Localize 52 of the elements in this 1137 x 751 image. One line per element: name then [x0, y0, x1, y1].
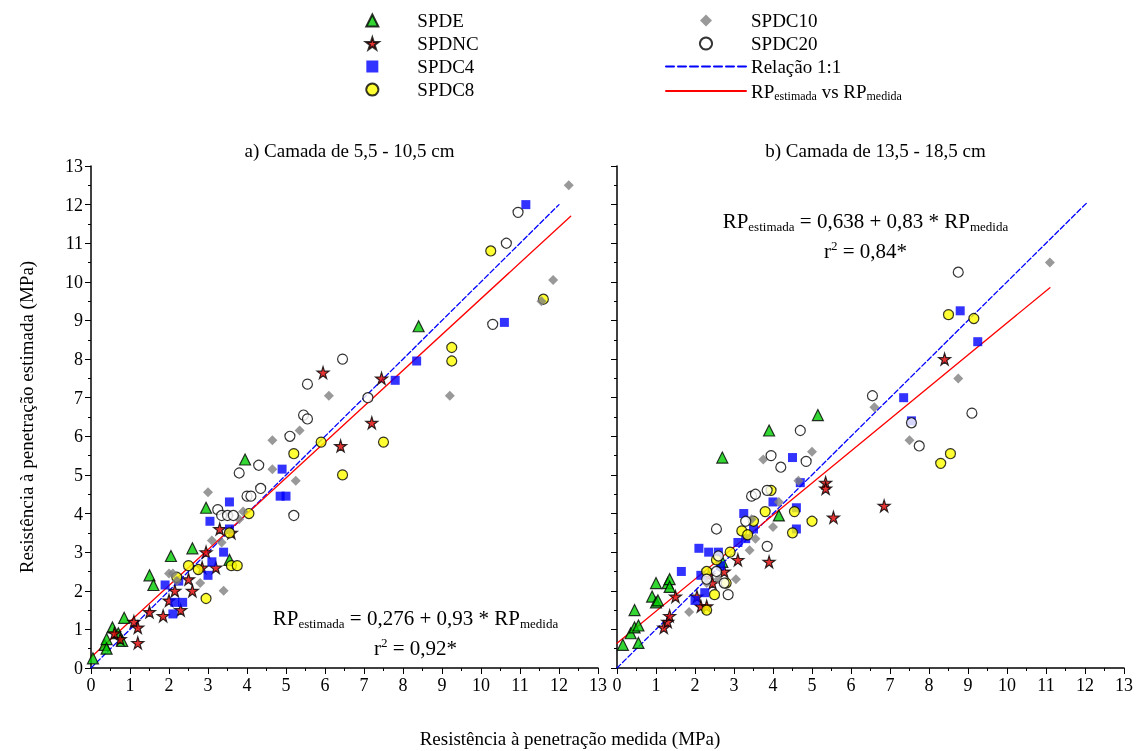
- x-tick-label: 6: [846, 675, 856, 695]
- y-tick-label: 6: [74, 426, 83, 447]
- x-tick-label: 13: [1115, 675, 1133, 695]
- x-tick-label: 5: [281, 675, 291, 695]
- x-axis-title: Resistência à penetração medida (MPa): [419, 727, 721, 750]
- legend-label: SPDC20: [751, 33, 818, 54]
- x-tick-label: 12: [1076, 675, 1094, 695]
- y-tick-label: 7: [74, 387, 83, 408]
- y-tick-label: 3: [74, 542, 83, 563]
- x-tick-label: 4: [768, 675, 778, 695]
- legend-label: SPDC10: [751, 10, 818, 31]
- x-tick-label: 7: [359, 675, 369, 695]
- legend-label: SPDE: [417, 10, 464, 31]
- chart-title: a) Camada de 5,5 - 10,5 cm: [244, 140, 455, 162]
- x-tick-label: 1: [651, 675, 661, 695]
- y-tick-label: 1: [74, 619, 83, 640]
- legend-label: SPDNC: [417, 33, 479, 54]
- x-tick-label: 12: [550, 675, 568, 695]
- chart-title: b) Camada de 13,5 - 18,5 cm: [765, 140, 986, 162]
- legend-label: SPDC8: [417, 79, 475, 100]
- x-tick-label: 10: [998, 675, 1016, 695]
- y-tick-label: 12: [65, 194, 83, 215]
- y-tick-label: 2: [74, 580, 83, 601]
- legend-label: SPDC4: [417, 56, 475, 77]
- x-tick-label: 13: [589, 675, 607, 695]
- x-tick-label: 8: [924, 675, 934, 695]
- y-axis-title: Resistência à penetração estimada (MPa): [16, 260, 38, 574]
- x-tick-label: 11: [1037, 675, 1055, 695]
- x-tick-label: 2: [690, 675, 700, 695]
- y-tick-label: 0: [74, 658, 83, 678]
- x-tick-label: 10: [472, 675, 490, 695]
- x-tick-label: 1: [125, 675, 135, 695]
- x-tick-label: 5: [807, 675, 817, 695]
- x-tick-label: 9: [437, 675, 447, 695]
- y-tick-label: 10: [65, 271, 83, 292]
- y-tick-label: 9: [74, 310, 83, 331]
- x-tick-label: 7: [885, 675, 895, 695]
- x-tick-label: 9: [963, 675, 973, 695]
- x-tick-label: 2: [164, 675, 174, 695]
- x-tick-label: 3: [203, 675, 213, 695]
- x-tick-label: 11: [511, 675, 529, 695]
- y-tick-label: 13: [65, 156, 83, 176]
- x-tick-label: 4: [242, 675, 252, 695]
- y-tick-label: 4: [74, 503, 83, 524]
- x-tick-label: 8: [398, 675, 408, 695]
- x-tick-label: 0: [612, 675, 622, 695]
- y-tick-label: 5: [74, 464, 83, 485]
- x-tick-label: 6: [320, 675, 330, 695]
- legend-label: Relação 1:1: [751, 56, 842, 77]
- y-tick-label: 8: [74, 349, 83, 370]
- y-tick-label: 11: [65, 233, 83, 254]
- x-tick-label: 3: [729, 675, 739, 695]
